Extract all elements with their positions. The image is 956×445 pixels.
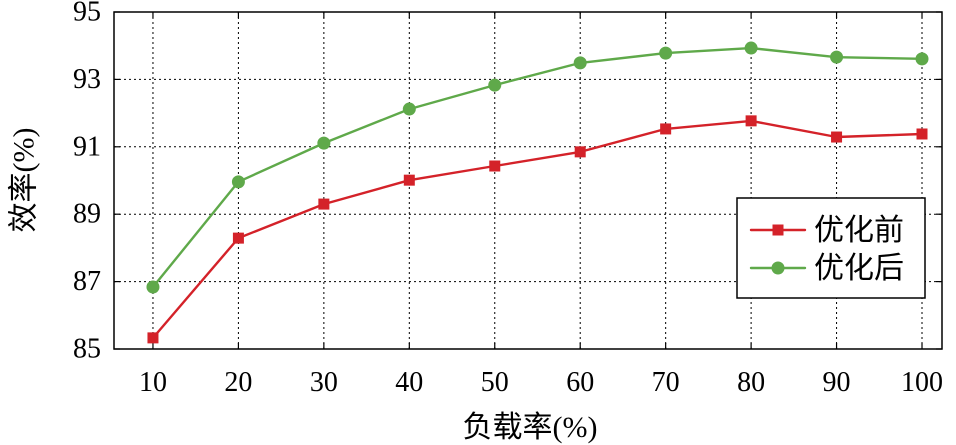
series-2-marker-50	[488, 78, 502, 92]
series-1-marker-60	[574, 146, 586, 158]
series-1-marker-80	[745, 115, 757, 127]
y-axis-label: 效率(%)	[8, 128, 41, 233]
series-1-line	[151, 119, 924, 340]
x-tick-label: 10	[139, 367, 167, 398]
y-tick-label: 89	[73, 199, 101, 230]
series-1-marker-20	[232, 232, 244, 244]
series-1-marker-30	[318, 198, 330, 210]
legend-box	[736, 197, 926, 299]
x-tick-label: 70	[652, 367, 680, 398]
series-1-marker-90	[831, 131, 843, 143]
legend-entry-1: 优化前	[749, 214, 904, 247]
axes: 10 20 30 40 50 60 70 80 90 100 85 87 89 91 93 95	[73, 0, 943, 398]
x-tick-label: 20	[224, 367, 252, 398]
x-tick-label: 30	[310, 367, 338, 398]
series-1-marker-10	[147, 332, 159, 344]
x-tick-label: 100	[901, 367, 943, 398]
series-1-marker-70	[660, 123, 672, 135]
series-2-marker-100	[915, 52, 929, 66]
x-axis-label: 负载率(%)	[463, 411, 598, 444]
y-tick-label: 93	[73, 64, 101, 95]
x-tick-label: 80	[737, 367, 765, 398]
series-2-marker-70	[659, 46, 673, 60]
y-tick-label: 95	[73, 0, 101, 28]
series-2-marker-80	[744, 41, 758, 55]
legend-entry-2: 优化后	[749, 252, 904, 285]
x-tick-label: 50	[481, 367, 509, 398]
legend-marker	[772, 224, 784, 236]
series-1-marker-40	[403, 174, 415, 186]
x-tick-label: 90	[823, 367, 851, 398]
series-2-marker-60	[573, 56, 587, 70]
x-tick-label: 60	[566, 367, 594, 398]
y-tick-label: 87	[73, 266, 101, 297]
series-1-marker-50	[489, 160, 501, 172]
series-1-marker-100	[916, 128, 928, 140]
series-group	[146, 41, 929, 344]
series-2-line	[151, 46, 924, 289]
series-2-marker-20	[231, 175, 245, 189]
legend-marker	[771, 261, 785, 275]
legend-label: 优化后	[814, 252, 904, 285]
series-2-marker-90	[830, 50, 844, 64]
y-tick-label: 91	[73, 131, 101, 162]
series-2-marker-30	[317, 136, 331, 150]
legend-label: 优化前	[814, 214, 904, 247]
series-2-marker-40	[402, 102, 416, 116]
y-tick-label: 85	[73, 334, 101, 365]
series-2-marker-10	[146, 280, 160, 294]
plot-frame	[113, 11, 943, 350]
x-tick-label: 40	[395, 367, 423, 398]
